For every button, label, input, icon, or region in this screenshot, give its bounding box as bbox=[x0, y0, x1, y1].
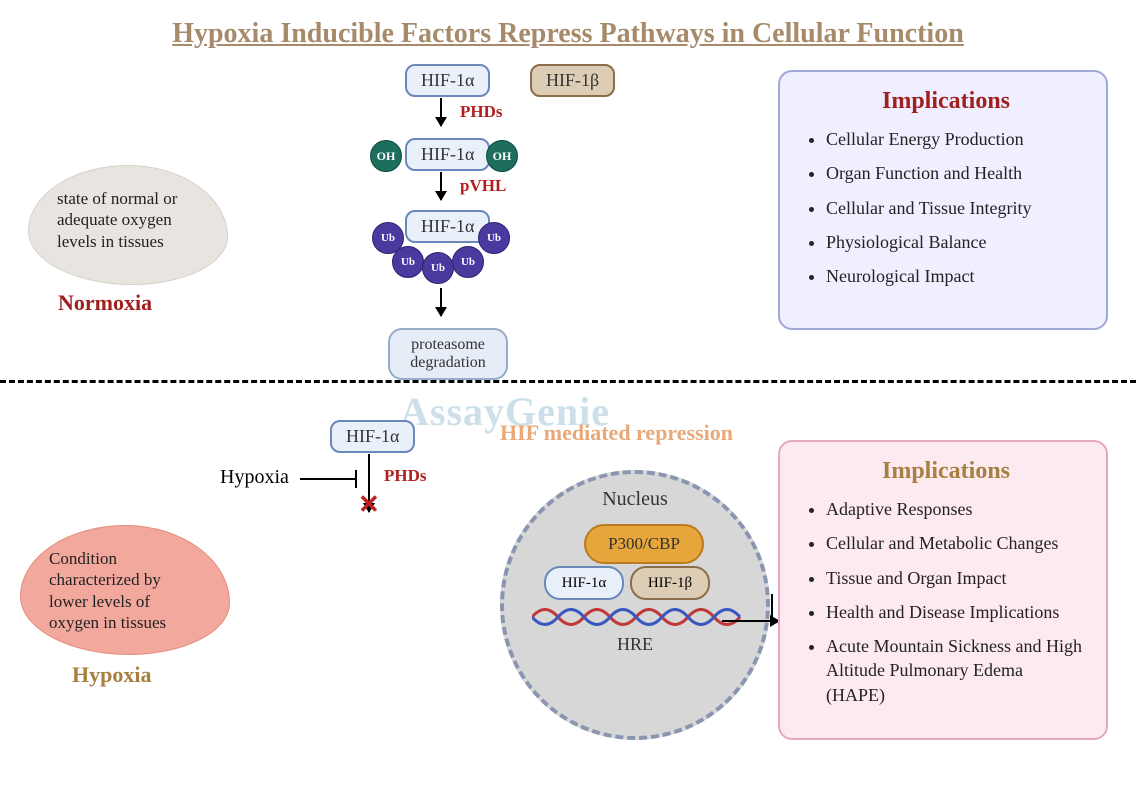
list-item: Acute Mountain Sickness and High Altitud… bbox=[826, 634, 1086, 707]
ub-2: Ub bbox=[392, 246, 424, 278]
hypoxia-cloud: Condition characterized by lower levels … bbox=[20, 525, 230, 655]
hypoxia-cloud-text: Condition characterized by lower levels … bbox=[49, 549, 166, 632]
implications-hypoxia: Implications Adaptive Responses Cellular… bbox=[778, 440, 1108, 740]
list-item: Tissue and Organ Impact bbox=[826, 566, 1086, 590]
node-hif1a-oh: HIF-1α bbox=[405, 138, 490, 171]
normoxia-cloud-text: state of normal or adequate oxygen level… bbox=[57, 189, 177, 251]
ub-5: Ub bbox=[478, 222, 510, 254]
node-hif1a-bottom: HIF-1α bbox=[330, 420, 415, 453]
normoxia-cloud: state of normal or adequate oxygen level… bbox=[28, 165, 228, 285]
list-item: Cellular Energy Production bbox=[826, 127, 1086, 151]
oh-right: OH bbox=[486, 140, 518, 172]
implications-top-title: Implications bbox=[806, 88, 1086, 115]
node-nucleus-hif1b: HIF-1β bbox=[630, 566, 710, 600]
cross-icon: ✕ bbox=[358, 490, 380, 520]
oh-left: OH bbox=[370, 140, 402, 172]
list-item: Neurological Impact bbox=[826, 264, 1086, 288]
node-proteasome: proteasome degradation bbox=[388, 328, 508, 380]
arrow-2 bbox=[440, 172, 442, 200]
implications-bot-list: Adaptive Responses Cellular and Metaboli… bbox=[806, 497, 1086, 707]
implications-bot-title: Implications bbox=[806, 458, 1086, 485]
nucleus: Nucleus P300/CBP HIF-1α HIF-1β HRE bbox=[500, 470, 770, 740]
hypoxia-inhibit-text: Hypoxia bbox=[220, 466, 289, 489]
transcription-arrow bbox=[722, 620, 772, 622]
label-phds-top: PHDs bbox=[460, 102, 503, 122]
nucleus-label: Nucleus bbox=[504, 488, 766, 511]
implications-top-list: Cellular Energy Production Organ Functio… bbox=[806, 127, 1086, 288]
list-item: Adaptive Responses bbox=[826, 497, 1086, 521]
normoxia-label: Normoxia bbox=[58, 290, 152, 316]
label-pvhl: pVHL bbox=[460, 176, 506, 196]
label-phds-bottom: PHDs bbox=[384, 466, 427, 486]
section-divider bbox=[0, 380, 1136, 383]
list-item: Physiological Balance bbox=[826, 230, 1086, 254]
node-hif1a-top: HIF-1α bbox=[405, 64, 490, 97]
dna-icon bbox=[532, 602, 746, 632]
list-item: Cellular and Tissue Integrity bbox=[826, 196, 1086, 220]
implications-normoxia: Implications Cellular Energy Production … bbox=[778, 70, 1108, 330]
node-nucleus-hif1a: HIF-1α bbox=[544, 566, 624, 600]
list-item: Organ Function and Health bbox=[826, 161, 1086, 185]
hre-label: HRE bbox=[504, 634, 766, 655]
inhibition-line bbox=[300, 478, 356, 480]
arrow-1 bbox=[440, 98, 442, 126]
hypoxia-label: Hypoxia bbox=[72, 662, 151, 688]
ub-4: Ub bbox=[452, 246, 484, 278]
arrow-3 bbox=[440, 288, 442, 316]
list-item: Cellular and Metabolic Changes bbox=[826, 531, 1086, 555]
page-title: Hypoxia Inducible Factors Repress Pathwa… bbox=[0, 0, 1136, 50]
ub-3: Ub bbox=[422, 252, 454, 284]
node-p300: P300/CBP bbox=[584, 524, 704, 564]
list-item: Health and Disease Implications bbox=[826, 600, 1086, 624]
section-label: HIF mediated repression bbox=[500, 420, 733, 446]
node-hif1b-top: HIF-1β bbox=[530, 64, 615, 97]
